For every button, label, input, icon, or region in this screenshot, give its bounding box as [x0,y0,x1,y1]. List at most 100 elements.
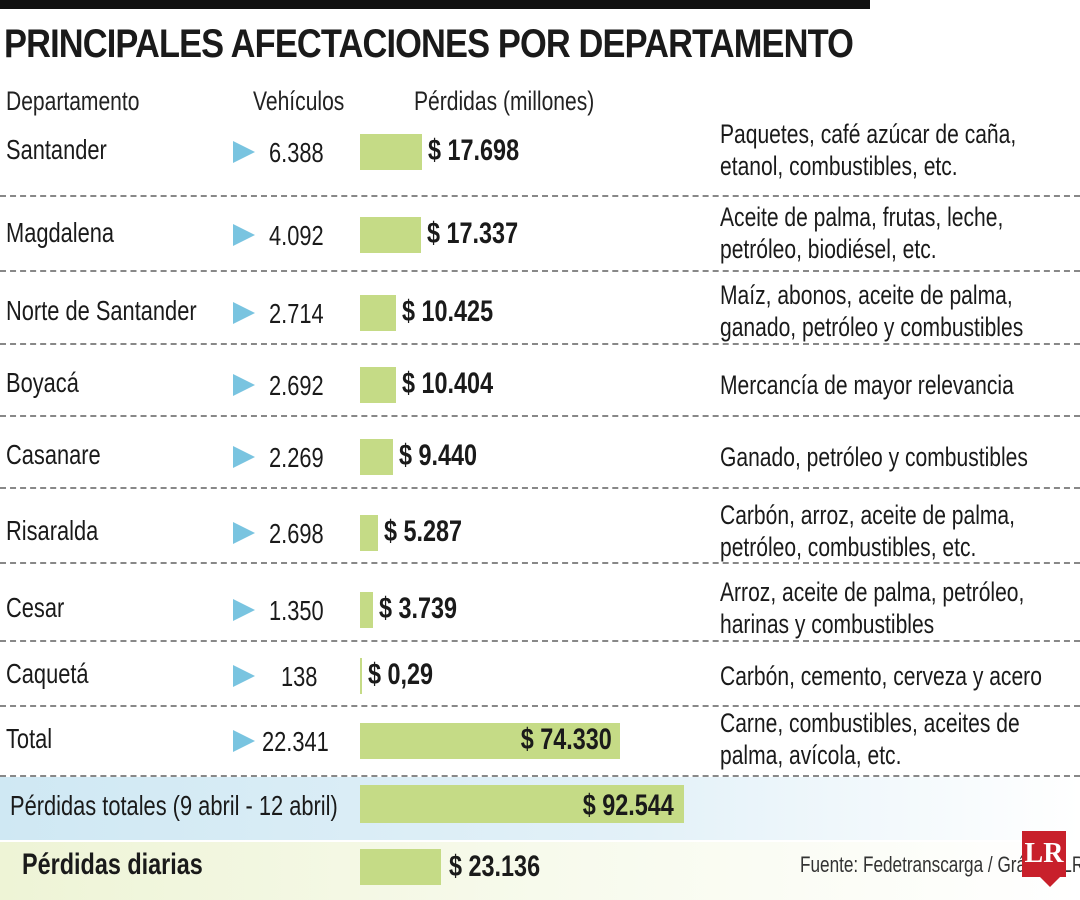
loss-bar [360,592,374,628]
daily-losses-label-text: Pérdidas diarias [22,848,203,881]
description-line-text: Carbón, arroz, aceite de palma, [720,500,1015,530]
vehicles-value-text: 1.350 [269,595,324,626]
dept-label: Norte de Santander [6,295,250,327]
vehicles-value-text: 4.092 [269,220,324,251]
row-divider [0,343,1080,345]
arrow-icon [233,374,255,396]
vehicles-value: 138 [281,661,328,693]
loss-value: $ 5.287 [384,515,484,549]
top-rule [0,0,870,9]
vehicles-value-text: 2.269 [269,442,324,473]
loss-value-text: $ 9.440 [399,439,478,472]
loss-value-text: $ 74.330 [520,723,612,756]
vehicles-value-text: 22.341 [262,726,329,757]
description-line-text: Carbón, cemento, cerveza y acero [720,661,1042,691]
header-losses-text: Pérdidas (millones) [414,86,595,116]
description-line: etanol, combustibles, etc. [720,150,1025,182]
vehicles-value: 22.341 [262,726,348,758]
description-line-text: harinas y combustibles [720,609,935,639]
loss-bar [360,217,421,253]
description-line: Mercancía de mayor relevancia [720,369,1080,401]
vehicles-value: 2.714 [269,298,339,330]
loss-bar [360,439,394,475]
dept-label-text: Casanare [6,439,101,470]
total-losses-label: Pérdidas totales (9 abril - 12 abril) [10,790,430,822]
dept-label-text: Risaralda [6,515,99,546]
dept-label: Casanare [6,439,127,471]
loss-value: $ 17.337 [427,217,544,251]
daily-losses-value: $ 23.136 [449,850,566,884]
loss-value: $ 3.739 [379,592,479,626]
arrow-icon [233,730,255,752]
loss-value-text: $ 10.404 [402,367,494,400]
header-losses: Pérdidas (millones) [414,86,645,117]
arrow-icon [233,665,255,687]
header-dept-text: Departamento [6,86,140,116]
vehicles-value: 6.388 [269,137,339,169]
description-line-text: Ganado, petróleo y combustibles [720,442,1028,472]
loss-bar [360,367,397,403]
loss-value: $ 74.330 [360,723,612,757]
description-line-text: Mercancía de mayor relevancia [720,370,1014,400]
vehicles-value: 2.692 [269,370,339,402]
page-title: PRINCIPALES AFECTACIONES POR DEPARTAMENT… [4,22,991,67]
description-line-text: petróleo, biodiésel, etc. [720,234,937,264]
description-line: Carbón, arroz, aceite de palma, [720,499,1080,531]
daily-losses-label: Pérdidas diarias [22,848,254,882]
loss-value: $ 17.698 [428,134,545,168]
description-line-text: Carne, combustibles, aceites de [720,708,1020,738]
row-divider [0,640,1080,642]
loss-value: $ 9.440 [399,439,499,473]
dept-label: Total [6,723,65,755]
total-losses-value: $ 92.544 [360,789,674,823]
vehicles-value-text: 6.388 [269,137,324,168]
loss-value-text: $ 0,29 [368,658,434,691]
dept-label-text: Caquetá [6,658,89,689]
dept-label-text: Total [6,723,53,754]
description-line-text: Arroz, aceite de palma, petróleo, [720,577,1025,607]
arrow-icon [233,302,255,324]
vehicles-value: 2.698 [269,518,339,550]
header-vehicles-text: Vehículos [253,86,345,116]
vehicles-value-text: 2.692 [269,370,324,401]
row-divider [0,195,1080,197]
description-line: Maíz, abonos, aceite de palma, [720,279,1080,311]
dept-label-text: Santander [6,134,107,165]
description-line-text: ganado, petróleo y combustibles [720,312,1024,342]
total-losses-bar [360,785,684,823]
arrow-icon [233,224,255,246]
description-line-text: Maíz, abonos, aceite de palma, [720,280,1013,310]
description-line-text: Paquetes, café azúcar de caña, [720,119,1017,149]
arrow-icon [233,446,255,468]
total-losses-value-text: $ 92.544 [582,789,674,822]
vehicles-value-text: 2.714 [269,298,324,329]
row-divider [0,775,1080,777]
dept-label: Boyacá [6,367,99,399]
loss-value-text: $ 17.698 [427,134,519,167]
description-line: harinas y combustibles [720,608,995,640]
description-line-text: palma, avícola, etc. [720,740,902,770]
row-divider [0,415,1080,417]
vehicles-value-text: 2.698 [269,518,324,549]
dept-label: Santander [6,134,135,166]
description-line-text: petróleo, combustibles, etc. [720,532,977,562]
daily-losses-band [0,842,1080,900]
lr-logo: LR [1022,831,1066,887]
description-line: Carbón, cemento, cerveza y acero [720,660,1080,692]
vehicles-value: 4.092 [269,220,339,252]
description-line: Paquetes, café azúcar de caña, [720,118,1080,150]
row-divider [0,270,1080,272]
description-line: Arroz, aceite de palma, petróleo, [720,576,1080,608]
dept-label-text: Magdalena [6,217,115,248]
daily-losses-value-text: $ 23.136 [448,850,541,883]
description-line-text: etanol, combustibles, etc. [720,151,958,181]
row-divider [0,705,1080,707]
description-line: petróleo, biodiésel, etc. [720,233,998,265]
loss-value: $ 0,29 [368,658,451,692]
loss-value-text: $ 5.287 [384,515,463,548]
loss-bar [360,723,620,759]
loss-value-text: $ 3.739 [379,592,458,625]
header-dept: Departamento [6,86,177,117]
arrow-icon [233,141,255,163]
description-line-text: Aceite de palma, frutas, leche, [720,202,1004,232]
